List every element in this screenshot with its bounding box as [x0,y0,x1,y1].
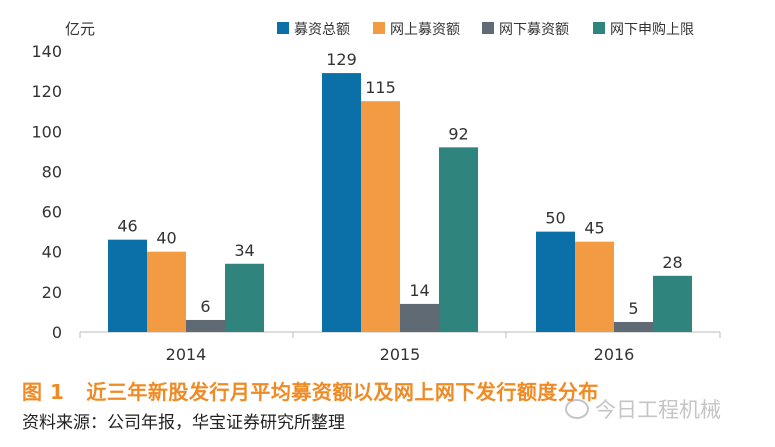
legend-label: 网下申购上限 [610,22,694,38]
data-label: 115 [365,78,396,97]
data-label: 46 [117,217,137,236]
bar [614,321,653,332]
bar [322,73,361,332]
bar [147,251,186,332]
data-label: 14 [409,281,429,300]
x-tick-label: 2014 [166,345,207,364]
data-label: 40 [156,229,176,248]
y-tick-label: 100 [31,122,62,141]
watermark-text: 今日工程机械 [595,398,721,422]
bar [108,239,147,332]
y-tick-label: 120 [31,82,62,101]
bar [400,303,439,332]
data-label: 45 [584,219,604,238]
bar [186,319,225,332]
wechat-icon [565,399,589,419]
legend-swatch [593,22,605,34]
legend-label: 网上募资额 [390,22,460,38]
y-tick-label: 80 [42,162,62,181]
legend-label: 网下募资额 [499,22,569,38]
x-tick-label: 2015 [380,345,421,364]
data-label: 5 [628,299,638,318]
data-label: 92 [448,124,468,143]
figure-caption: 图 1 近三年新股发行月平均募资额以及网上网下发行额度分布 [22,376,599,405]
y-tick-label: 60 [42,203,62,222]
bar [439,147,478,332]
y-tick-label: 40 [42,243,62,262]
bar [225,263,264,332]
bar [536,231,575,332]
watermark: 今日工程机械 [565,394,721,424]
data-label: 6 [200,297,210,316]
data-label: 129 [326,50,357,69]
source-note: 资料来源：公司年报，华宝证券研究所整理 [22,413,345,433]
bar-chart: 亿元 0 20 40 60 80 100 120 140 2014 2015 2016 46 40 6 3… [31,20,721,364]
legend-swatch [277,22,289,34]
bar [575,241,614,332]
figure-number: 图 1 [22,380,65,404]
y-tick-label: 20 [42,283,62,302]
data-label: 34 [234,241,254,260]
data-label: 28 [662,253,682,272]
bar [653,275,692,332]
figure-title: 近三年新股发行月平均募资额以及网上网下发行额度分布 [86,380,599,404]
y-unit-label: 亿元 [65,20,95,38]
bar [361,101,400,332]
legend-swatch [373,22,385,34]
x-tick-label: 2016 [594,345,635,364]
y-tick-label: 0 [52,323,62,342]
legend-swatch [482,22,494,34]
data-label: 50 [545,209,565,228]
legend-label: 募资总额 [294,22,350,38]
y-tick-label: 140 [31,42,62,61]
